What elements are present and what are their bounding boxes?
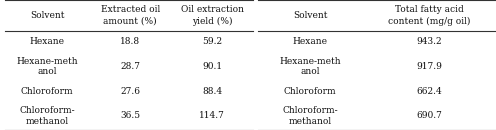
Text: Chloroform: Chloroform — [284, 87, 337, 96]
Text: 27.6: 27.6 — [120, 87, 140, 96]
Text: Hexane: Hexane — [293, 37, 328, 46]
Text: Chloroform: Chloroform — [21, 87, 73, 96]
Text: 28.7: 28.7 — [120, 62, 140, 71]
Text: Hexane-meth
anol: Hexane-meth anol — [16, 57, 78, 76]
Text: Chloroform-
methanol: Chloroform- methanol — [19, 106, 75, 126]
Text: 690.7: 690.7 — [417, 111, 442, 120]
Text: Hexane: Hexane — [30, 37, 64, 46]
Text: Total fatty acid
content (mg/g oil): Total fatty acid content (mg/g oil) — [388, 5, 471, 26]
Text: Chloroform-
methanol: Chloroform- methanol — [283, 106, 338, 126]
Text: Solvent: Solvent — [293, 11, 327, 20]
Text: 18.8: 18.8 — [120, 37, 140, 46]
Text: Oil extraction
yield (%): Oil extraction yield (%) — [181, 5, 244, 26]
Text: 59.2: 59.2 — [202, 37, 222, 46]
Text: Solvent: Solvent — [30, 11, 64, 20]
Text: 662.4: 662.4 — [417, 87, 442, 96]
Text: 90.1: 90.1 — [202, 62, 222, 71]
Text: 917.9: 917.9 — [417, 62, 442, 71]
Text: 88.4: 88.4 — [202, 87, 222, 96]
Text: 36.5: 36.5 — [120, 111, 140, 120]
Text: Hexane-meth
anol: Hexane-meth anol — [279, 57, 341, 76]
Text: Extracted oil
amount (%): Extracted oil amount (%) — [101, 5, 160, 26]
Text: 114.7: 114.7 — [199, 111, 225, 120]
Text: 943.2: 943.2 — [417, 37, 442, 46]
